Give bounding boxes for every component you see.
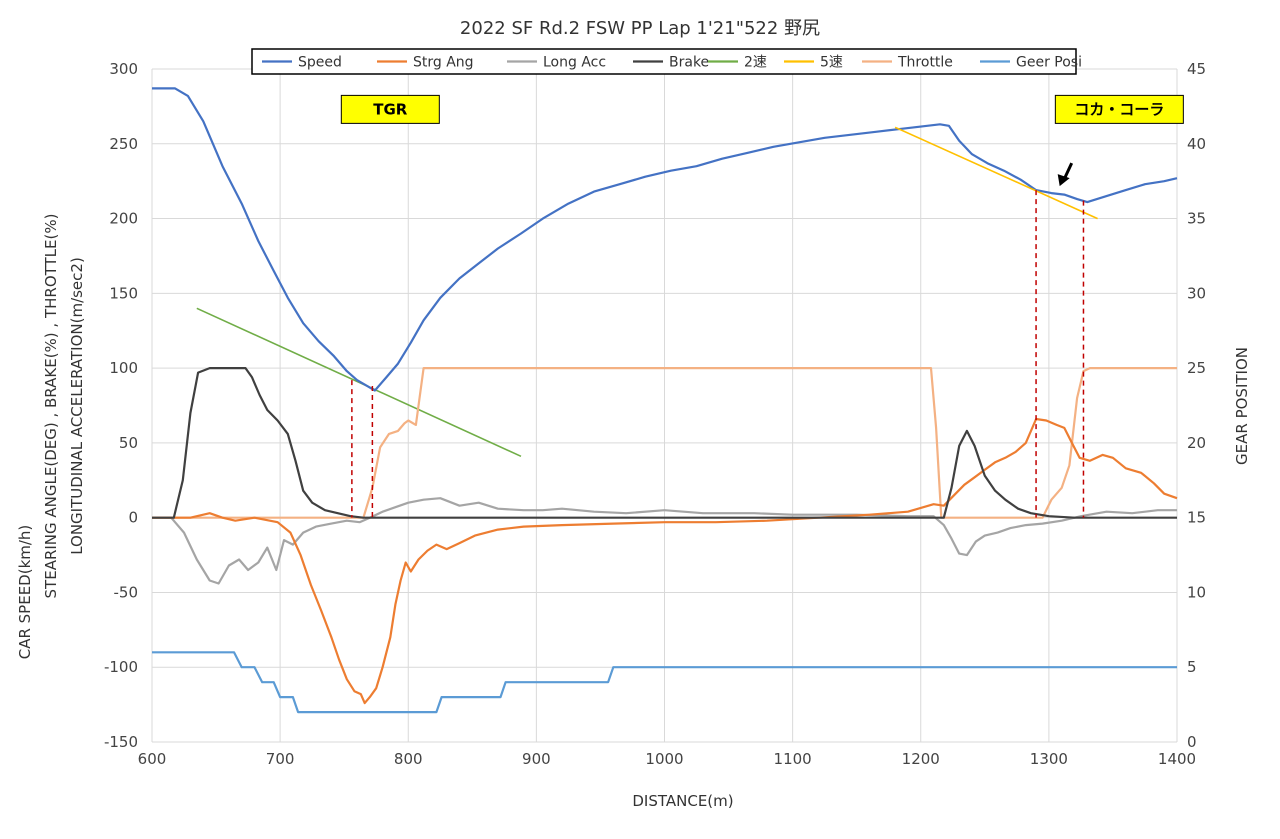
y-left-tick-label: 200 — [109, 210, 138, 228]
x-axis-title: DISTANCE(m) — [632, 792, 733, 810]
legend-item-label: Throttle — [897, 55, 953, 71]
series-line-6 — [152, 367, 1177, 519]
x-tick-label: 800 — [394, 750, 423, 768]
legend-item-label: Strg Ang — [413, 55, 474, 71]
y-left-tick-label: -150 — [104, 733, 138, 751]
annotation-label: コカ・コーラ — [1074, 100, 1164, 118]
axes: 600 700 800 900 1000 1100 1200 1300 1400-150-100… — [104, 60, 1206, 768]
series-line-2 — [152, 497, 1177, 585]
y-left-title-line: LONGITUDINAL ACCELERATION(m/sec2) — [68, 257, 86, 555]
y-left-tick-label: 100 — [109, 359, 138, 377]
chart-title: 2022 SF Rd.2 FSW PP Lap 1'21"522 野尻 — [460, 18, 820, 39]
y-left-tick-label: 150 — [109, 284, 138, 302]
series-lines — [152, 87, 1178, 714]
y-axis-right-title: GEAR POSITION — [1233, 347, 1251, 465]
y-right-tick-label: 25 — [1187, 359, 1206, 377]
annotation-box — [340, 94, 440, 124]
arrow-shaft — [1063, 162, 1074, 179]
x-tick-label: 900 — [522, 750, 551, 768]
y-left-tick-label: 250 — [109, 135, 138, 153]
x-tick-label: 1000 — [645, 750, 683, 768]
legend-item-label: 5速 — [820, 55, 843, 71]
x-tick-label: 600 — [138, 750, 167, 768]
y-left-title-line: STEARING ANGLE(DEG) , BRAKE(%) , THROTTL… — [42, 214, 60, 599]
y-right-tick-label: 10 — [1187, 583, 1206, 601]
annotation-label: TGR — [373, 100, 408, 118]
x-tick-label: 1300 — [1030, 750, 1068, 768]
series-line-7 — [152, 651, 1177, 714]
series-line-0 — [152, 87, 1178, 392]
legend-item-label: 2速 — [744, 55, 767, 71]
arrow-head — [1057, 174, 1070, 187]
y-left-title-line: CAR SPEED(km/h) — [16, 525, 34, 660]
y-right-tick-label: 0 — [1187, 733, 1197, 751]
y-right-tick-label: 5 — [1187, 658, 1197, 676]
legend: Speed Strg Ang Long Acc Brake 2速 5速 Throttle Ge… — [251, 48, 1082, 75]
y-right-tick-label: 40 — [1187, 135, 1206, 153]
legend-item-label: Geer Posi — [1016, 55, 1082, 71]
series-line-3 — [152, 367, 1177, 519]
series-line-5 — [894, 126, 1098, 220]
y-right-tick-label: 15 — [1187, 509, 1206, 527]
y-left-tick-label: -100 — [104, 658, 138, 676]
legend-item-label: Speed — [298, 55, 342, 71]
series-line-1 — [152, 417, 1178, 705]
y-left-tick-label: -50 — [114, 583, 139, 601]
y-right-tick-label: 20 — [1187, 434, 1206, 452]
y-right-tick-label: 45 — [1187, 60, 1206, 78]
y-left-tick-label: 0 — [128, 509, 138, 527]
markers — [351, 162, 1085, 518]
y-left-tick-label: 300 — [109, 60, 138, 78]
annotation-box — [1054, 94, 1184, 124]
y-right-tick-label: 30 — [1187, 284, 1206, 302]
y-left-tick-label: 50 — [119, 434, 138, 452]
x-tick-label: 1100 — [774, 750, 812, 768]
legend-item-label: Long Acc — [543, 55, 606, 71]
x-tick-label: 1400 — [1158, 750, 1196, 768]
y-right-tick-label: 35 — [1187, 210, 1206, 228]
y-axis-left-title: CAR SPEED(km/h) STEARING ANGLE(DEG) , BRA… — [16, 214, 86, 660]
x-tick-label: 700 — [266, 750, 295, 768]
x-tick-label: 1200 — [902, 750, 940, 768]
legend-item-label: Brake — [669, 55, 709, 71]
annotations: TGR コカ・コーラ — [340, 94, 1184, 124]
